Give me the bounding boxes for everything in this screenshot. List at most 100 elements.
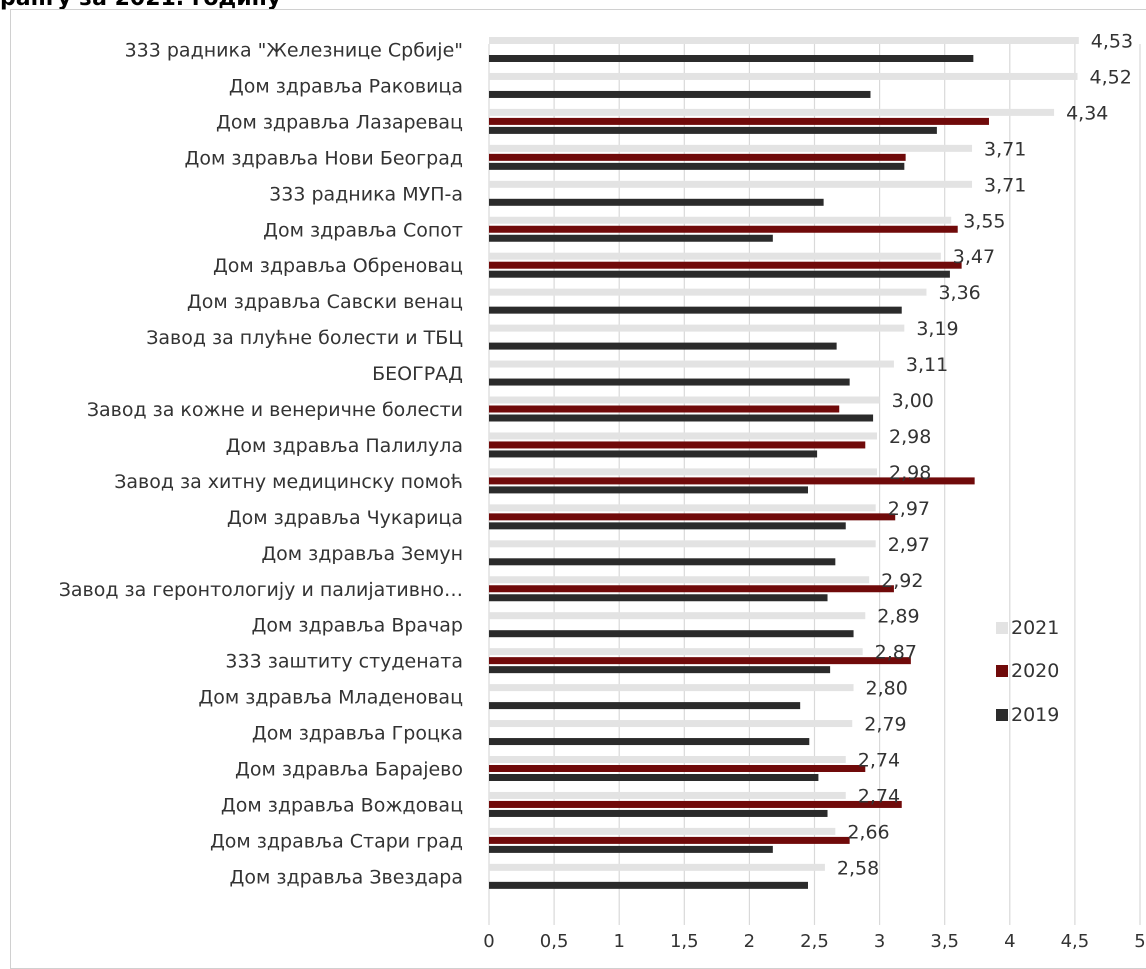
- bar-2019: [489, 306, 902, 314]
- bar-2019: [489, 486, 808, 494]
- legend-label-2019: 2019: [1011, 704, 1059, 726]
- legend-swatch-2021: [996, 622, 1008, 634]
- bar-2019: [489, 55, 974, 62]
- data-label-2021: 2,98: [889, 426, 931, 448]
- bar-2019: [489, 630, 854, 638]
- bar-2021: [489, 72, 1078, 80]
- category-label: Дом здравља Раковица: [229, 75, 463, 97]
- x-tick-label: 4: [1004, 931, 1015, 952]
- legend-label-2020: 2020: [1011, 660, 1059, 682]
- data-label-2021: 2,74: [858, 750, 900, 772]
- category-label: Дом здравља Чукарица: [227, 507, 463, 529]
- data-label-2021: 3,55: [963, 210, 1005, 232]
- legend-swatch-2020: [996, 665, 1008, 677]
- category-label: Дом здравља Нови Београд: [185, 147, 463, 169]
- category-label: Дом здравља Сопот: [263, 219, 463, 241]
- category-label: Дом здравља Обреновац: [213, 255, 463, 277]
- bar-2020: [489, 225, 958, 233]
- bar-2020: [489, 261, 962, 269]
- chart-title-fragment: рангу за 2021. годину: [0, 0, 281, 11]
- bar-2019: [489, 594, 828, 602]
- bar-2019: [489, 198, 824, 206]
- bar-2020: [489, 657, 911, 665]
- category-label: 333 радника МУП-а: [269, 183, 463, 205]
- bar-2021: [489, 468, 877, 476]
- data-label-2021: 3,19: [916, 318, 958, 340]
- data-label-2021: 2,66: [847, 821, 889, 843]
- bar-2019: [489, 558, 836, 566]
- bar-2021: [489, 756, 846, 763]
- category-label: БЕОГРАД: [372, 363, 463, 385]
- x-tick-label: 1: [613, 931, 624, 952]
- bar-2019: [489, 162, 905, 170]
- bar-2019: [489, 881, 808, 889]
- category-label: Дом здравља Гроцка: [252, 723, 463, 745]
- data-label-2021: 4,52: [1090, 66, 1132, 88]
- bar-2020: [489, 513, 896, 521]
- bar-2019: [489, 126, 937, 134]
- data-label-2021: 2,87: [875, 642, 917, 664]
- legend-swatch-2019: [996, 709, 1008, 721]
- bar-2020: [489, 585, 894, 593]
- bar-2021: [489, 360, 894, 368]
- data-label-2021: 3,71: [984, 174, 1026, 196]
- category-label: Дом здравља Земун: [261, 543, 463, 565]
- category-label: Дом здравља Савски венац: [187, 291, 463, 313]
- bar-2020: [489, 765, 866, 772]
- bar-2019: [489, 845, 773, 853]
- x-tick-label: 5: [1134, 931, 1145, 952]
- data-label-2021: 2,92: [881, 570, 923, 592]
- data-label-2021: 3,47: [953, 246, 995, 268]
- bar-2021: [489, 216, 952, 224]
- category-label: Дом здравља Врачар: [252, 615, 463, 637]
- bar-2021: [489, 576, 870, 584]
- bar-2021: [489, 504, 876, 512]
- data-label-2021: 2,79: [864, 714, 906, 736]
- bar-2019: [489, 738, 810, 746]
- bar-2019: [489, 342, 837, 350]
- x-tick-label: 2,5: [800, 931, 829, 952]
- bar-2021: [489, 252, 941, 260]
- bar-2019: [489, 809, 828, 817]
- bar-2019: [489, 774, 819, 781]
- category-label: Дом здравља Вождовац: [221, 794, 463, 816]
- data-label-2021: 3,11: [906, 354, 948, 376]
- data-label-2021: 2,97: [888, 534, 930, 556]
- x-tick-label: 0,5: [540, 931, 569, 952]
- bar-2020: [489, 441, 866, 449]
- bar-2019: [489, 666, 831, 674]
- data-label-2021: 4,53: [1091, 31, 1133, 53]
- bar-2020: [489, 117, 989, 125]
- data-label-2021: 3,36: [938, 282, 980, 304]
- category-label: Дом здравља Младеновац: [198, 687, 463, 709]
- category-label: Дом здравља Стари град: [210, 830, 463, 852]
- data-label-2021: 3,00: [892, 390, 934, 412]
- category-label: Завод за хитну медицинску помоћ: [114, 471, 463, 493]
- data-label-2021: 2,89: [877, 606, 919, 628]
- bar-2021: [489, 144, 973, 152]
- bar-2021: [489, 827, 836, 835]
- category-label: Дом здравља Звездара: [230, 866, 463, 888]
- x-tick-label: 3: [874, 931, 885, 952]
- category-label: Дом здравља Барајево: [235, 759, 463, 781]
- bar-2019: [489, 522, 846, 530]
- bar-2019: [489, 414, 874, 422]
- bar-2019: [489, 702, 801, 710]
- bar-2021: [489, 180, 973, 188]
- bar-2019: [489, 270, 950, 278]
- category-label: Завод за геронтологију и палијативно…: [59, 579, 463, 601]
- bar-2019: [489, 378, 850, 386]
- bar-2020: [489, 477, 975, 485]
- bar-2020: [489, 405, 840, 413]
- data-label-2021: 3,71: [984, 138, 1026, 160]
- bar-2021: [489, 37, 1079, 44]
- bar-2021: [489, 684, 854, 692]
- x-tick-label: 1,5: [670, 931, 699, 952]
- category-label: Дом здравља Палилула: [226, 435, 463, 457]
- bar-2021: [489, 288, 927, 296]
- x-tick-label: 2: [744, 931, 755, 952]
- bar-2021: [489, 612, 866, 620]
- legend-label-2021: 2021: [1011, 617, 1059, 639]
- bar-2021: [489, 432, 877, 440]
